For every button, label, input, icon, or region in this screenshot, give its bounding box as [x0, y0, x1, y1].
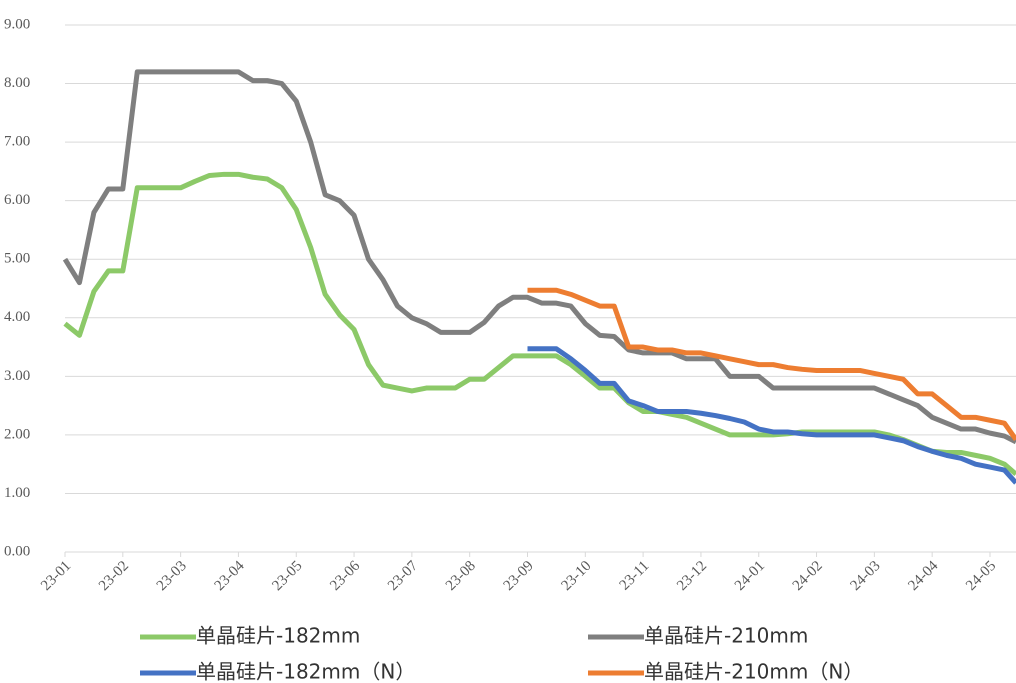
series-line	[62, 69, 1016, 445]
y-tick-label: 3.00	[4, 368, 30, 384]
x-tick-label: 23-08	[443, 558, 479, 594]
series-line	[527, 346, 1016, 485]
y-tick-label: 1.00	[4, 485, 30, 501]
x-tick-label: 24-02	[790, 558, 826, 594]
series-line	[527, 287, 1016, 442]
y-tick-label: 9.00	[4, 16, 30, 32]
series-line	[63, 171, 1016, 477]
x-tick-label: 23-04	[212, 558, 248, 594]
x-tick-label: 23-06	[327, 558, 363, 594]
x-tick-label: 24-05	[963, 558, 999, 594]
x-tick-label: 23-02	[96, 558, 132, 594]
x-tick-label: 24-04	[905, 558, 941, 594]
x-tick-label: 23-11	[617, 558, 653, 594]
x-tick-label: 23-09	[501, 558, 537, 594]
legend-label: 单晶硅片-182mm	[196, 624, 360, 648]
legend-label: 单晶硅片-210mm	[644, 624, 808, 648]
y-tick-label: 5.00	[4, 251, 30, 267]
legend-label: 单晶硅片-182mm（N）	[196, 660, 415, 683]
x-tick-label: 23-01	[38, 558, 74, 594]
x-tick-label: 23-07	[385, 558, 421, 594]
x-tick-label: 23-05	[269, 558, 305, 594]
legend-label: 单晶硅片-210mm（N）	[644, 660, 863, 683]
x-tick-label: 23-12	[674, 558, 710, 594]
y-tick-label: 0.00	[4, 543, 30, 559]
x-tick-label: 24-01	[732, 558, 768, 594]
y-tick-label: 2.00	[4, 426, 30, 442]
y-tick-label: 4.00	[4, 309, 30, 325]
y-tick-label: 7.00	[4, 134, 30, 150]
y-tick-label: 6.00	[4, 192, 30, 208]
y-tick-label: 8.00	[4, 75, 30, 91]
x-tick-label: 23-10	[559, 558, 595, 594]
x-tick-label: 24-03	[848, 558, 884, 594]
x-tick-label: 23-03	[154, 558, 190, 594]
